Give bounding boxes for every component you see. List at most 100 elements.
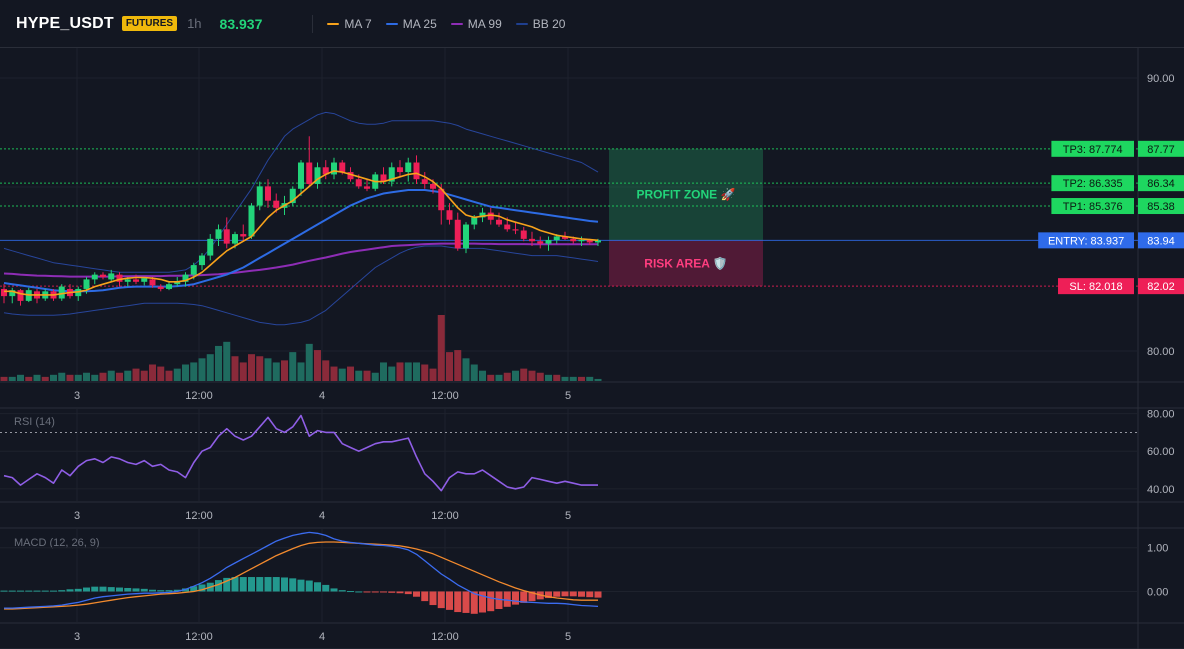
candle-body bbox=[157, 286, 164, 289]
volume-bar bbox=[437, 315, 445, 381]
volume-bar bbox=[25, 376, 33, 381]
volume-bar bbox=[182, 364, 189, 381]
macd-histogram-bar bbox=[83, 587, 90, 592]
volume-bar bbox=[594, 378, 602, 381]
volume-bar bbox=[173, 368, 181, 381]
macd-histogram-bar bbox=[371, 591, 379, 593]
macd-histogram-bar bbox=[289, 578, 297, 592]
macd-histogram-bar bbox=[99, 586, 107, 592]
rsi-y-tick-label: 40.00 bbox=[1147, 484, 1175, 496]
timeframe-label[interactable]: 1h bbox=[187, 16, 202, 31]
macd-histogram-bar bbox=[297, 579, 305, 592]
volume-bar bbox=[223, 341, 231, 381]
legend-ma99[interactable]: MA 99 bbox=[450, 17, 502, 31]
macd-line bbox=[4, 531, 599, 609]
volume-bar bbox=[0, 376, 8, 381]
legend-label-bb20: BB 20 bbox=[532, 16, 566, 31]
macd-histogram-bar bbox=[190, 586, 198, 592]
volume-bar bbox=[322, 360, 330, 381]
legend-label-ma7: MA 7 bbox=[344, 16, 372, 31]
axis-tag-bg bbox=[1138, 140, 1184, 157]
axis-tag-label: 85.38 bbox=[1147, 201, 1175, 213]
volume-bar bbox=[116, 372, 123, 381]
volume-bar bbox=[586, 376, 594, 381]
candle-body bbox=[364, 186, 370, 189]
candle-body bbox=[496, 219, 502, 225]
volume-bar bbox=[41, 376, 49, 381]
macd-histogram-bar bbox=[437, 591, 445, 609]
level-tag-label: ENTRY: 83.937 bbox=[1048, 235, 1124, 247]
macd-histogram-bar bbox=[347, 591, 354, 593]
candle-body bbox=[58, 286, 65, 299]
volume-bar bbox=[371, 372, 379, 381]
candle-body bbox=[149, 279, 156, 286]
volume-bar bbox=[50, 374, 57, 381]
candle-body bbox=[91, 274, 98, 280]
volume-bar bbox=[363, 370, 371, 381]
macd-histogram-bar bbox=[586, 591, 594, 598]
legend-swatch-ma99 bbox=[450, 22, 463, 25]
rsi-line bbox=[3, 414, 598, 492]
level-tag-bg bbox=[1051, 175, 1134, 192]
candle-body bbox=[537, 241, 544, 244]
candle-body bbox=[430, 183, 436, 189]
macd-histogram-bar bbox=[429, 591, 437, 606]
volume-bar bbox=[396, 362, 404, 381]
candle-body bbox=[100, 274, 106, 278]
level-tag-bg bbox=[1051, 198, 1134, 215]
symbol-title[interactable]: HYPE_USDT bbox=[16, 14, 114, 32]
candle-body bbox=[314, 167, 321, 184]
risk-area-label: RISK AREA 🛡️ bbox=[644, 256, 727, 270]
level-tag-bg bbox=[1038, 232, 1134, 249]
macd-histogram-bar bbox=[545, 591, 552, 599]
macd-histogram-bar bbox=[322, 584, 330, 592]
macd-histogram-bar bbox=[173, 589, 181, 592]
volume-bar bbox=[487, 374, 495, 381]
macd-histogram-bar bbox=[124, 587, 132, 592]
level-tag-label: TP2: 86.335 bbox=[1063, 178, 1123, 190]
price-y-tick-label: 90.00 bbox=[1147, 73, 1175, 85]
macd-histogram-bar bbox=[248, 577, 255, 592]
macd-histogram-bar bbox=[396, 591, 404, 594]
macd-histogram-bar bbox=[512, 591, 519, 605]
candle-body bbox=[331, 162, 337, 175]
axis-tag-bg bbox=[1138, 198, 1184, 215]
ma7-line bbox=[4, 170, 599, 296]
macd-x-tick-label: 3 bbox=[74, 631, 80, 643]
macd-histogram-bar bbox=[404, 591, 412, 595]
volume-bar bbox=[495, 374, 503, 381]
candle-body bbox=[265, 186, 271, 201]
macd-histogram-bar bbox=[553, 591, 561, 597]
candle-body bbox=[306, 162, 313, 184]
volume-bar bbox=[264, 358, 272, 381]
volume-bar bbox=[99, 372, 107, 381]
volume-bar bbox=[305, 343, 313, 381]
candle-body bbox=[248, 205, 255, 237]
level-tag-label: TP1: 85.376 bbox=[1063, 201, 1123, 213]
volume-bar bbox=[66, 374, 74, 381]
volume-bar bbox=[512, 370, 519, 381]
macd-histogram-bar bbox=[91, 586, 99, 592]
legend-ma7[interactable]: MA 7 bbox=[327, 16, 372, 31]
volume-bar bbox=[388, 366, 396, 381]
chart-header: HYPE_USDT FUTURES 1h 83.937 MA 7 MA 25 M… bbox=[0, 0, 1184, 48]
volume-bar bbox=[91, 374, 99, 381]
legend-ma25[interactable]: MA 25 bbox=[385, 17, 437, 31]
volume-bar bbox=[74, 374, 82, 381]
macd-histogram-bar bbox=[503, 591, 511, 607]
macd-histogram-bar bbox=[107, 587, 115, 592]
macd-histogram-bar bbox=[520, 591, 528, 603]
volume-bar bbox=[553, 374, 561, 381]
macd-x-tick-label: 12:00 bbox=[431, 631, 459, 643]
legend-bb20[interactable]: BB 20 bbox=[515, 16, 566, 31]
macd-histogram-bar bbox=[149, 589, 156, 592]
level-tag-label: SL: 82.018 bbox=[1069, 281, 1122, 293]
candle-body bbox=[397, 167, 403, 173]
candle-body bbox=[166, 284, 172, 289]
axis-tag-bg bbox=[1138, 232, 1184, 249]
macd-histogram-bar bbox=[495, 591, 503, 609]
volume-bar bbox=[347, 366, 354, 381]
candle-body bbox=[190, 265, 197, 275]
macd-histogram-bar bbox=[314, 582, 321, 592]
